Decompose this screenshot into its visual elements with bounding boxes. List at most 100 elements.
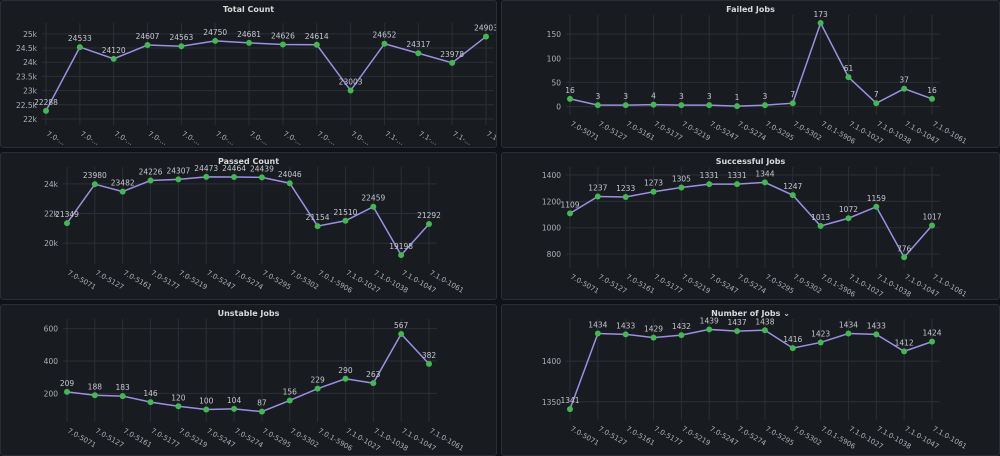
panel-title[interactable]: Total Count <box>222 5 275 14</box>
data-label: 61 <box>844 64 854 73</box>
panel-title[interactable]: Passed Count <box>217 157 280 166</box>
data-point <box>761 327 768 334</box>
chart-number-of-jobs: 1350 1400 7.0-50717.0-51277.0-51617.0-5177… <box>542 316 968 451</box>
data-label: 24681 <box>237 30 261 39</box>
data-point <box>929 222 935 229</box>
data-point <box>817 223 824 230</box>
data-label: 37 <box>899 76 909 85</box>
data-label: 16 <box>927 86 937 95</box>
panel-title[interactable]: Failed Jobs <box>726 5 775 14</box>
data-label: 23980 <box>83 171 107 180</box>
data-point <box>370 380 377 387</box>
data-point <box>678 332 685 339</box>
x-tick-label: 7.0-... <box>147 130 169 147</box>
y-tick-label: 800 <box>547 250 562 259</box>
data-point <box>64 388 70 395</box>
chart-passed-count: 20k 22k 24k 7.0-50717.0-51277.0-51617.0-517… <box>44 164 465 295</box>
x-tick-label: 7.0-... <box>79 130 101 147</box>
data-label: 120 <box>171 393 186 402</box>
data-point <box>64 220 70 227</box>
data-point <box>279 41 286 48</box>
chart-unstable-jobs: 200 400 600 7.0-50717.0-51277.0-51617.0-517… <box>44 319 465 453</box>
data-point <box>178 43 185 50</box>
x-tick-label: 7.0-... <box>316 130 338 147</box>
data-label: 382 <box>422 351 437 360</box>
data-point <box>426 221 432 228</box>
panel-title[interactable]: Successful Jobs <box>715 157 786 166</box>
panel-title[interactable]: Number of Jobs ⌄ <box>711 309 790 318</box>
data-label: 24563 <box>169 33 193 42</box>
x-tick-label: 7.0-5302 <box>792 273 823 296</box>
data-label: 24626 <box>271 31 295 40</box>
panel-title[interactable]: Unstable Jobs <box>217 309 280 318</box>
data-label: 1247 <box>783 182 802 191</box>
data-label: 156 <box>283 387 298 396</box>
panel-passed-count: Passed Count 20k 22k 24k 7.0-5071 7.0-5127 7.… <box>0 152 497 300</box>
x-tick-label: 7.0-5177 <box>150 427 181 450</box>
x-tick-label: 7.0-5302 <box>289 427 320 450</box>
series-line <box>569 328 933 410</box>
data-point <box>258 408 265 415</box>
data-label: 24464 <box>222 164 246 173</box>
data-label: 1331 <box>700 171 719 180</box>
data-point <box>761 179 768 186</box>
data-label: 24473 <box>194 164 218 173</box>
data-point <box>650 188 657 195</box>
x-tick-label: 7.0-5071 <box>569 273 600 296</box>
y-tick-label: 25k <box>23 30 38 39</box>
data-label: 183 <box>116 383 131 392</box>
data-label: 1433 <box>867 321 886 330</box>
data-point <box>398 252 405 259</box>
data-point <box>347 87 354 94</box>
data-label: 1437 <box>728 318 747 327</box>
x-tick-label: 7.0-5071 <box>66 427 97 450</box>
data-point <box>231 405 238 412</box>
x-tick-label: 7.0-5161 <box>625 425 656 448</box>
y-tick-label: 1400 <box>542 357 561 366</box>
data-point <box>594 102 601 109</box>
data-point <box>110 55 117 62</box>
x-tick-label: 7.0-5247 <box>205 427 236 450</box>
data-point <box>175 403 182 410</box>
data-label: 1432 <box>672 322 691 331</box>
data-label: 19198 <box>389 242 413 251</box>
data-point <box>449 59 456 66</box>
data-point <box>873 331 880 338</box>
data-label: 4 <box>651 92 656 101</box>
data-point <box>567 210 573 217</box>
series-line <box>66 332 430 413</box>
panel-successful-jobs: Successful Jobs 800 1000 1200 1400 7.0-5071 7… <box>501 152 1000 300</box>
data-label: 104 <box>227 396 242 405</box>
x-tick-label: 7.0-5127 <box>94 427 125 450</box>
data-point <box>706 181 713 188</box>
data-label: 16 <box>565 86 575 95</box>
data-label: 1237 <box>588 183 607 192</box>
data-point <box>901 348 908 355</box>
y-tick-label: 24.5k <box>16 44 38 53</box>
data-point <box>622 331 629 338</box>
data-label: 1424 <box>922 329 941 338</box>
x-tick-label: 7.0-5302 <box>792 425 823 448</box>
y-tick-label: 24k <box>44 180 59 189</box>
data-label: 1109 <box>560 200 579 209</box>
y-tick-label: 23.5k <box>16 72 38 81</box>
data-label: 1159 <box>867 194 886 203</box>
data-label: 22459 <box>361 194 385 203</box>
data-label: 24614 <box>305 32 329 41</box>
data-point <box>817 20 824 26</box>
data-point <box>144 41 151 48</box>
series-line <box>569 21 933 107</box>
x-tick-label: 7.0-5302 <box>792 120 823 143</box>
data-point <box>258 174 265 181</box>
data-point <box>212 37 219 44</box>
x-tick-label: 7.0-5247 <box>708 120 739 143</box>
y-tick-label: 20k <box>44 239 59 248</box>
data-label: 229 <box>310 376 325 385</box>
data-label: 263 <box>366 370 381 379</box>
data-point <box>175 176 182 183</box>
data-point <box>678 184 685 191</box>
series-line <box>569 181 933 259</box>
data-point <box>119 393 126 400</box>
data-label: 3 <box>595 92 600 101</box>
x-tick-label: 7.0-5177 <box>653 120 684 143</box>
